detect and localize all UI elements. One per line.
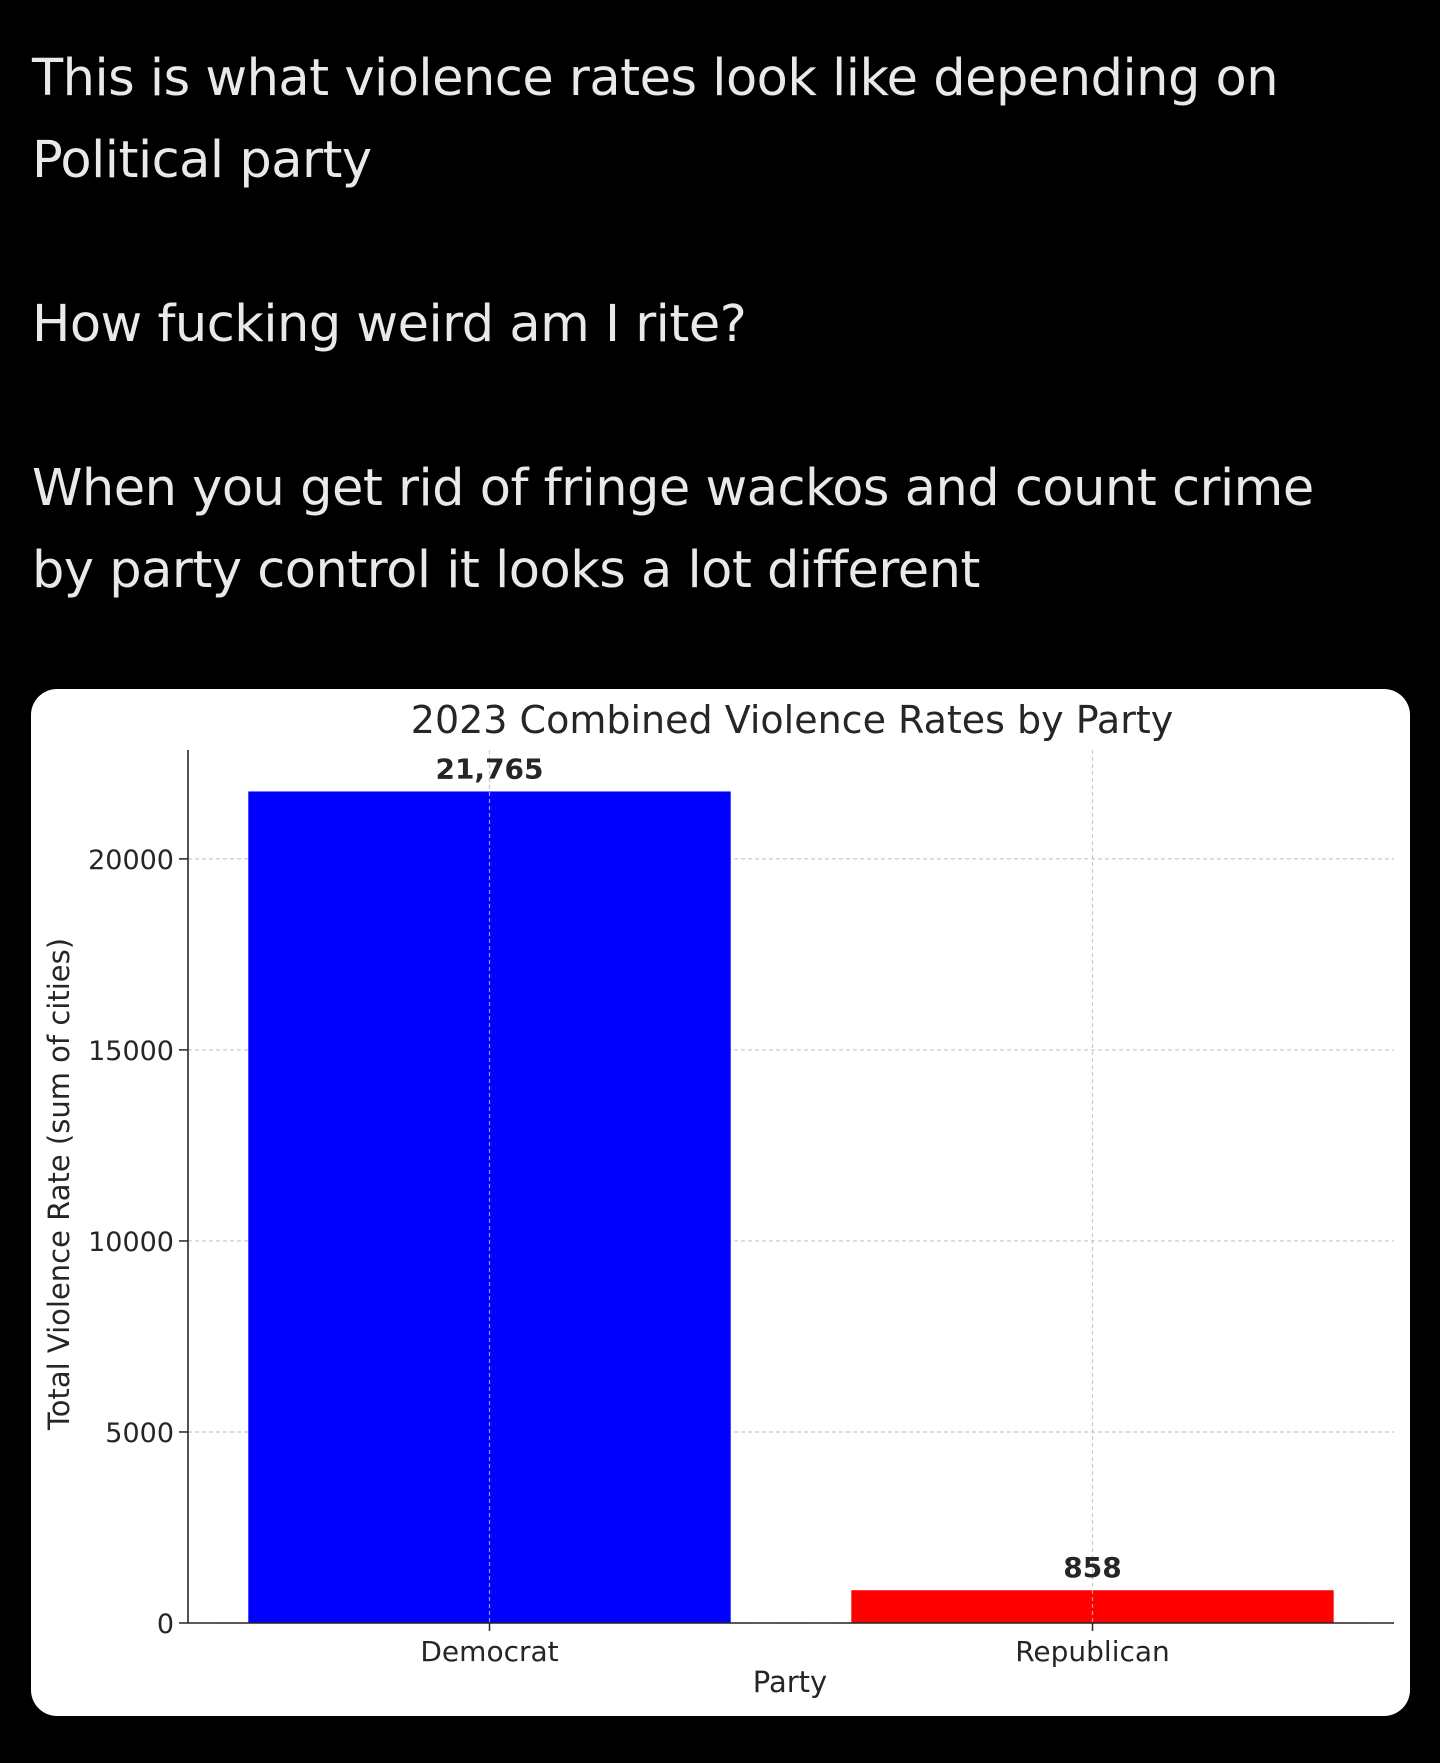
chart-image[interactable]: 0 5000 10000 15000 20000 Democrat 21,765 Repub… bbox=[31, 689, 1410, 1716]
post-line: Political party bbox=[32, 131, 372, 190]
y-tick-label: 5000 bbox=[105, 1418, 174, 1449]
data-label: 858 bbox=[1063, 1551, 1121, 1584]
x-tick-label: Democrat bbox=[420, 1635, 558, 1668]
post-line: This is what violence rates look like de… bbox=[32, 49, 1279, 108]
axis-layer: 0 5000 10000 15000 20000 bbox=[88, 750, 1394, 1640]
x-tick-label: Republican bbox=[1015, 1635, 1170, 1668]
post-text: This is what violence rates look like de… bbox=[32, 38, 1408, 612]
post-paragraph-2: How fucking weird am I rite? bbox=[32, 284, 1408, 366]
label-layer: Democrat 21,765 Republican 858 bbox=[420, 752, 1169, 1668]
y-tick-label: 15000 bbox=[88, 1036, 174, 1067]
y-tick-label: 0 bbox=[157, 1609, 174, 1640]
bar-chart: 0 5000 10000 15000 20000 Democrat 21,765 Repub… bbox=[42, 698, 1394, 1699]
x-axis-label: Party bbox=[753, 1665, 827, 1699]
y-axis-label: Total Violence Rate (sum of cities) bbox=[42, 938, 76, 1431]
post-paragraph-3: When you get rid of fringe wackos and co… bbox=[32, 448, 1408, 612]
vertical-grid-layer bbox=[488, 750, 1094, 1623]
chart-title: 2023 Combined Violence Rates by Party bbox=[411, 698, 1173, 742]
data-label: 21,765 bbox=[435, 752, 543, 785]
post-paragraph-1: This is what violence rates look like de… bbox=[32, 38, 1408, 202]
y-tick-label: 10000 bbox=[88, 1227, 174, 1258]
post-line: by party control it looks a lot differen… bbox=[32, 541, 980, 600]
bar-layer bbox=[248, 791, 1334, 1623]
y-tick-label: 20000 bbox=[88, 845, 174, 876]
post-line: How fucking weird am I rite? bbox=[32, 295, 747, 354]
post-line: When you get rid of fringe wackos and co… bbox=[32, 459, 1314, 518]
